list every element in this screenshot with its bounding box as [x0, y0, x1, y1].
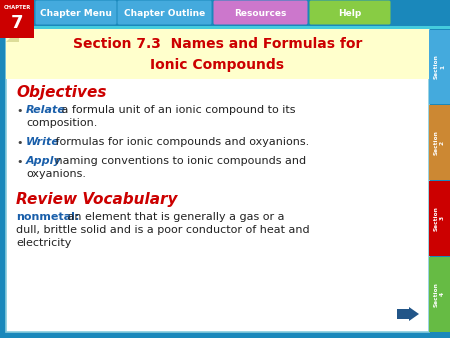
Bar	[6, 29, 429, 332]
Text: Section
2: Section 2	[434, 130, 445, 155]
FancyBboxPatch shape	[310, 0, 391, 24]
FancyBboxPatch shape	[36, 0, 117, 24]
Text: Review Vocabulary: Review Vocabulary	[16, 192, 177, 207]
FancyBboxPatch shape	[213, 0, 307, 24]
Text: •: •	[16, 157, 22, 167]
Text: nonmetal:: nonmetal:	[16, 212, 79, 222]
FancyArrow shape	[397, 307, 419, 321]
Text: Relate: Relate	[26, 105, 66, 115]
Polygon shape	[6, 29, 19, 42]
Bar	[0, 26, 450, 29]
Bar	[0, 0, 450, 26]
Text: Section
3: Section 3	[434, 206, 445, 231]
Bar	[0, 0, 34, 38]
Text: Help: Help	[338, 8, 362, 18]
Text: Ionic Compounds: Ionic Compounds	[150, 58, 284, 72]
Text: Section 7.3  Names and Formulas for: Section 7.3 Names and Formulas for	[73, 37, 362, 51]
Text: Write: Write	[26, 137, 60, 147]
Text: Chapter Menu: Chapter Menu	[40, 8, 112, 18]
Bar	[429, 29, 450, 104]
Text: oxyanions.: oxyanions.	[26, 169, 86, 179]
Bar	[429, 181, 450, 256]
Text: a formula unit of an ionic compound to its: a formula unit of an ionic compound to i…	[58, 105, 295, 115]
Text: •: •	[16, 138, 22, 148]
Text: electricity: electricity	[16, 238, 72, 248]
Text: dull, brittle solid and is a poor conductor of heat and: dull, brittle solid and is a poor conduc…	[16, 225, 310, 235]
Text: composition.: composition.	[26, 118, 97, 128]
Text: an element that is generally a gas or a: an element that is generally a gas or a	[64, 212, 284, 222]
Text: •: •	[16, 106, 22, 116]
Text: CHAPTER: CHAPTER	[3, 5, 31, 10]
Bar	[429, 257, 450, 332]
Text: Chapter Outline: Chapter Outline	[124, 8, 205, 18]
Text: 7: 7	[11, 14, 23, 32]
Bar	[6, 29, 429, 79]
Text: Section
4: Section 4	[434, 282, 445, 307]
Text: formulas for ionic compounds and oxyanions.: formulas for ionic compounds and oxyanio…	[53, 137, 310, 147]
Text: naming conventions to ionic compounds and: naming conventions to ionic compounds an…	[53, 156, 306, 166]
Text: Section
1: Section 1	[434, 54, 445, 79]
Text: Resources: Resources	[234, 8, 287, 18]
Bar	[429, 105, 450, 180]
Text: Objectives: Objectives	[16, 85, 107, 100]
Text: Apply: Apply	[26, 156, 62, 166]
FancyBboxPatch shape	[117, 0, 212, 24]
